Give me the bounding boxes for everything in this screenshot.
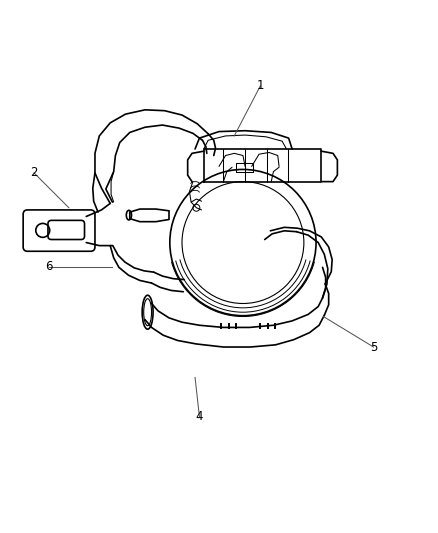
Text: 1: 1 xyxy=(257,79,264,92)
Text: 6: 6 xyxy=(46,260,53,273)
Text: 5: 5 xyxy=(370,341,377,353)
Text: 4: 4 xyxy=(196,410,203,423)
Text: 2: 2 xyxy=(30,166,38,180)
